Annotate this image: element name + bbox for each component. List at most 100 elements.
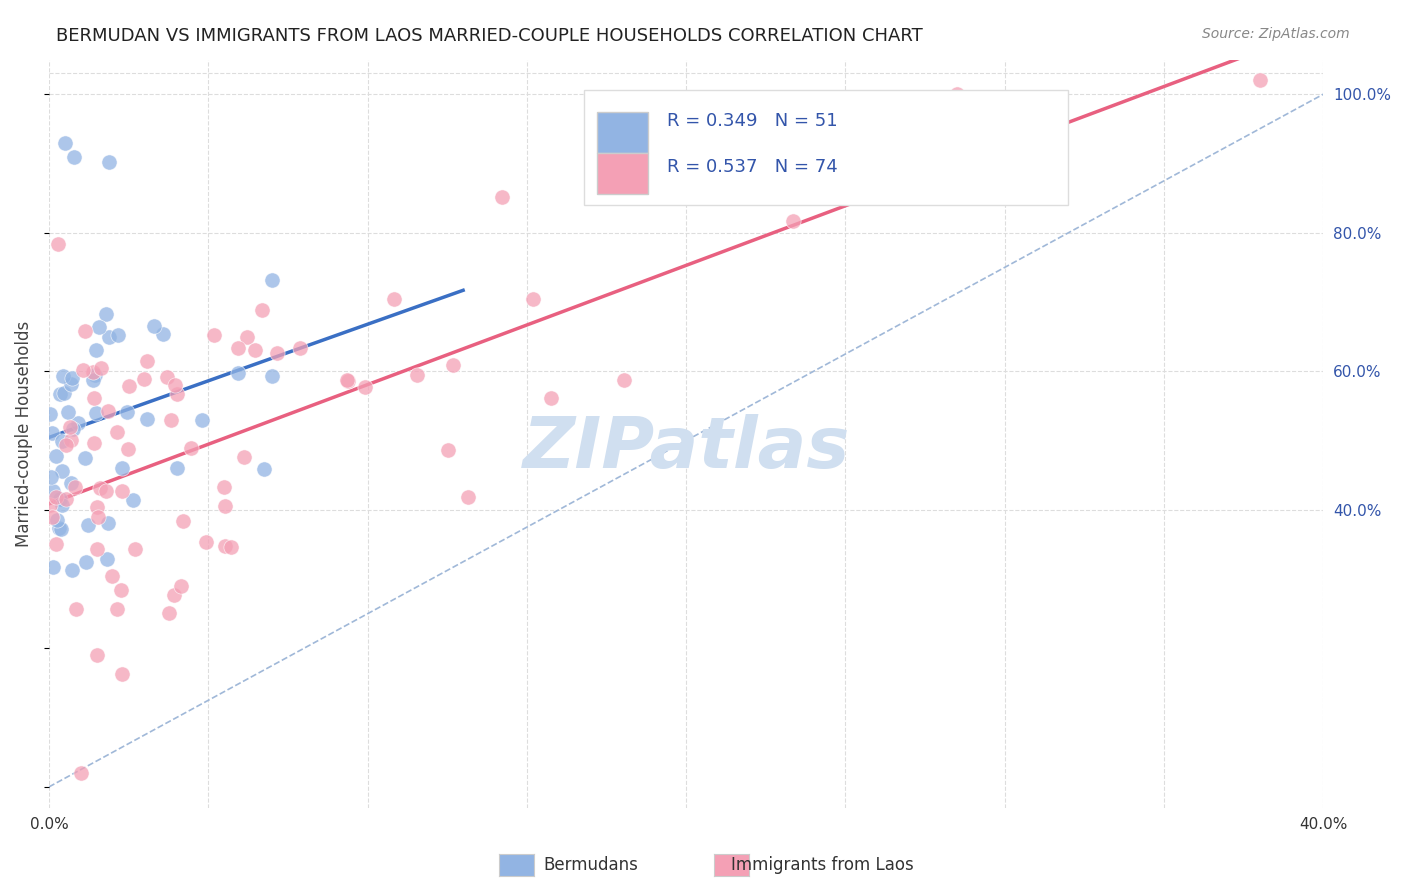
Point <box>55 492 77 507</box>
Point <box>73 450 96 465</box>
Point <box>96 307 118 321</box>
Point <box>52 369 75 384</box>
Point <box>84 368 107 382</box>
Point <box>260 369 283 384</box>
Point <box>51 498 73 512</box>
Point <box>53 136 76 150</box>
Point <box>122 493 145 508</box>
Point <box>194 534 217 549</box>
Point <box>457 490 479 504</box>
Point <box>111 484 134 499</box>
Point <box>39 498 62 512</box>
Point <box>110 667 132 681</box>
Point <box>48 521 70 535</box>
Text: Source: ZipAtlas.com: Source: ZipAtlas.com <box>1202 27 1350 41</box>
Point <box>163 588 186 602</box>
Point <box>152 326 174 341</box>
Point <box>86 500 108 515</box>
Point <box>336 373 359 387</box>
Point <box>202 328 225 343</box>
Point <box>84 406 107 420</box>
Point <box>214 480 236 494</box>
Point <box>111 460 134 475</box>
Point <box>98 330 121 344</box>
Point <box>82 373 104 387</box>
Point <box>522 292 544 306</box>
Point <box>51 434 73 448</box>
Point <box>226 341 249 355</box>
Point <box>89 481 111 495</box>
Point <box>160 413 183 427</box>
Y-axis label: Married-couple Households: Married-couple Households <box>15 320 32 547</box>
Point <box>96 483 118 498</box>
Point <box>491 190 513 204</box>
FancyBboxPatch shape <box>598 112 648 153</box>
Point <box>44 450 66 464</box>
Point <box>219 540 242 554</box>
Point <box>384 293 406 307</box>
Point <box>69 766 91 780</box>
Point <box>236 330 259 344</box>
Point <box>143 319 166 334</box>
Point <box>105 425 128 440</box>
Point <box>540 391 562 405</box>
Point <box>266 346 288 360</box>
Point <box>39 407 62 421</box>
Point <box>97 404 120 418</box>
Point <box>243 343 266 357</box>
Point <box>166 387 188 401</box>
Point <box>83 391 105 405</box>
Point <box>441 358 464 372</box>
Point <box>946 87 969 102</box>
Point <box>105 602 128 616</box>
FancyBboxPatch shape <box>598 153 648 194</box>
Point <box>83 435 105 450</box>
Point <box>42 483 65 498</box>
Point <box>336 374 359 388</box>
Point <box>180 442 202 456</box>
Text: Bermudans: Bermudans <box>543 856 638 874</box>
Point <box>172 514 194 528</box>
Point <box>117 405 139 419</box>
Point <box>72 363 94 377</box>
Point <box>59 476 82 491</box>
Point <box>60 563 83 577</box>
Point <box>96 552 118 566</box>
Point <box>75 324 97 338</box>
Point <box>136 412 159 426</box>
Point <box>60 433 83 447</box>
Point <box>53 386 76 401</box>
Point <box>613 373 636 387</box>
Point <box>214 500 236 514</box>
Point <box>118 378 141 392</box>
Point <box>662 171 685 186</box>
Point <box>96 516 118 530</box>
Point <box>49 491 72 506</box>
Point <box>60 370 83 384</box>
Point <box>63 480 86 494</box>
Point <box>107 327 129 342</box>
Point <box>214 539 236 553</box>
Text: BERMUDAN VS IMMIGRANTS FROM LAOS MARRIED-COUPLE HOUSEHOLDS CORRELATION CHART: BERMUDAN VS IMMIGRANTS FROM LAOS MARRIED… <box>56 27 922 45</box>
Text: Immigrants from Laos: Immigrants from Laos <box>731 856 914 874</box>
Point <box>59 419 82 434</box>
Point <box>75 555 97 569</box>
Point <box>253 462 276 476</box>
Point <box>90 361 112 376</box>
Point <box>56 405 79 419</box>
Point <box>1249 73 1271 87</box>
Point <box>59 376 82 391</box>
Point <box>262 273 284 287</box>
Point <box>46 236 69 251</box>
Point <box>163 377 186 392</box>
Point <box>117 442 139 456</box>
Point <box>62 422 84 436</box>
Point <box>89 319 111 334</box>
Point <box>436 442 458 457</box>
Point <box>159 606 181 620</box>
Point <box>250 303 273 318</box>
Point <box>86 343 108 357</box>
Point <box>166 461 188 475</box>
Point <box>39 470 62 484</box>
FancyBboxPatch shape <box>583 89 1069 205</box>
